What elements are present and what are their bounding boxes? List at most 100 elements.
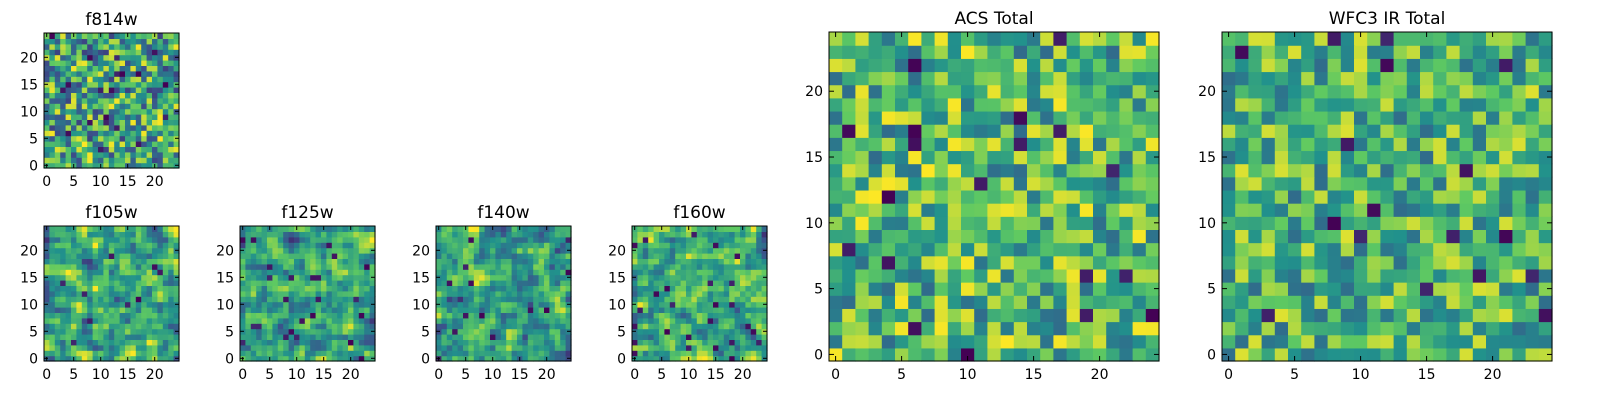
heatmap-cell	[756, 307, 763, 313]
heatmap-cell	[637, 344, 644, 351]
heatmap-cell	[1499, 97, 1513, 112]
heatmap-cell	[76, 236, 83, 243]
heatmap-cell	[1406, 110, 1421, 125]
heatmap-cell	[125, 334, 131, 340]
heatmap-cell	[1040, 97, 1054, 112]
heatmap-cell	[1261, 295, 1276, 309]
heatmap-cell	[756, 350, 763, 357]
heatmap-cell	[326, 280, 333, 286]
heatmap-cell	[1420, 308, 1434, 323]
heatmap-cell	[119, 38, 126, 45]
heatmap-cell	[761, 307, 768, 313]
heatmap-cell	[283, 339, 290, 346]
heatmap-cell	[1354, 216, 1368, 230]
heatmap-cell	[1106, 347, 1120, 362]
heatmap-cell	[495, 312, 502, 319]
heatmap-cell	[331, 247, 338, 254]
heatmap-cell	[473, 317, 480, 324]
heatmap-cell	[1393, 150, 1408, 165]
heatmap-cell	[734, 269, 741, 276]
heatmap-cell	[364, 280, 371, 286]
heatmap-cell	[473, 280, 480, 286]
heatmap-cell	[65, 274, 72, 281]
heatmap-cell	[168, 269, 175, 276]
heatmap-cell	[484, 274, 491, 281]
y-tick-label: 5	[814, 282, 823, 298]
heatmap-cell	[842, 176, 856, 191]
heatmap-cell	[675, 323, 682, 330]
heatmap-cell	[60, 280, 67, 286]
heatmap-cell	[130, 226, 137, 232]
heatmap-cell	[544, 323, 550, 330]
heatmap-cell	[283, 280, 290, 286]
heatmap-cell	[92, 269, 99, 276]
heatmap-cell	[495, 253, 502, 259]
heatmap-cell	[463, 269, 469, 276]
heatmap-cell	[452, 258, 459, 265]
heatmap-cell	[130, 162, 137, 169]
heatmap-cell	[331, 296, 338, 303]
heatmap-cell	[310, 339, 317, 346]
heatmap-cell	[250, 290, 257, 297]
heatmap-cell	[560, 247, 567, 254]
heatmap-cell	[686, 296, 692, 303]
heatmap-cell	[76, 280, 83, 286]
heatmap-cell	[348, 350, 354, 357]
heatmap-cell	[283, 226, 290, 232]
heatmap-cell	[457, 253, 464, 259]
heatmap-cell	[1327, 137, 1342, 152]
heatmap-cell	[554, 236, 561, 243]
heatmap-cell	[452, 344, 459, 351]
heatmap-cell	[108, 33, 115, 39]
heatmap-cell	[348, 301, 354, 308]
heatmap-cell	[868, 45, 883, 59]
heatmap-cell	[1132, 229, 1147, 244]
heatmap-cell	[76, 92, 83, 99]
heatmap-cell	[157, 323, 164, 330]
heatmap-cell	[358, 307, 365, 313]
heatmap-cell	[463, 231, 469, 238]
heatmap-cell	[664, 236, 671, 243]
heatmap-cell	[130, 65, 137, 72]
heatmap-cell	[1093, 229, 1107, 244]
heatmap-cell	[141, 296, 148, 303]
heatmap-cell	[1314, 255, 1329, 270]
heatmap-cell	[1380, 150, 1395, 165]
heatmap-cell	[1499, 32, 1513, 46]
heatmap-cell	[484, 236, 491, 243]
heatmap-cell	[436, 285, 442, 292]
heatmap-cell	[642, 247, 649, 254]
heatmap-cell	[114, 49, 121, 56]
heatmap-cell	[250, 339, 257, 346]
heatmap-cell	[713, 280, 719, 286]
heatmap-cell	[98, 328, 104, 335]
heatmap-cell	[92, 92, 99, 99]
heatmap-cell	[1486, 295, 1500, 309]
heatmap-cell	[76, 130, 83, 137]
heatmap-cell	[304, 296, 311, 303]
heatmap-cell	[256, 334, 263, 340]
heatmap-cell	[119, 328, 126, 335]
heatmap-cell	[152, 87, 158, 93]
heatmap-cell	[44, 312, 50, 319]
heatmap-cell	[527, 269, 534, 276]
heatmap-cell	[1261, 58, 1276, 73]
heatmap-cell	[103, 54, 110, 61]
heatmap-cell	[108, 92, 115, 99]
heatmap-cell	[299, 301, 306, 308]
heatmap-cell	[250, 253, 257, 259]
heatmap-cell	[1486, 176, 1500, 191]
heatmap-cell	[686, 328, 692, 335]
heatmap-cell	[250, 344, 257, 351]
heatmap-cell	[1106, 58, 1120, 73]
heatmap-cell	[358, 301, 365, 308]
heatmap-cell	[538, 285, 545, 292]
heatmap-cell	[87, 43, 94, 50]
heatmap-cell	[457, 269, 464, 276]
heatmap-cell	[974, 150, 988, 165]
heatmap-cell	[642, 263, 649, 270]
heatmap-cell	[713, 307, 719, 313]
heatmap-cell	[1053, 176, 1068, 191]
heatmap-cell	[168, 114, 175, 120]
heatmap-cell	[250, 236, 257, 243]
